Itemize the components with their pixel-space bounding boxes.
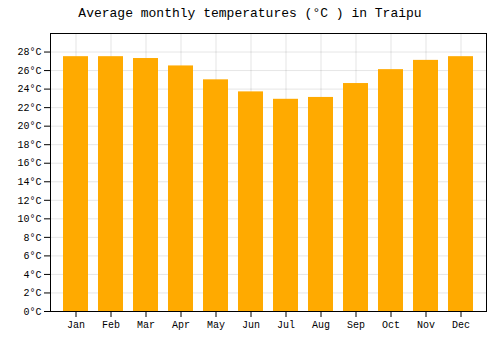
svg-text:Jul: Jul [277,320,295,331]
svg-text:26°C: 26°C [17,66,41,77]
svg-text:Nov: Nov [417,320,435,331]
svg-text:0°C: 0°C [23,307,41,318]
svg-text:28°C: 28°C [17,47,41,58]
svg-text:10°C: 10°C [17,214,41,225]
svg-text:Jan: Jan [67,320,85,331]
svg-text:Mar: Mar [137,320,155,331]
html-text:Average monthly temperatures (: Average monthly temperatures (°C ) in Tr… [78,6,422,21]
svg-text:6°C: 6°C [23,251,41,262]
svg-text:16°C: 16°C [17,158,41,169]
svg-text:20°C: 20°C [17,121,41,132]
svg-text:22°C: 22°C [17,103,41,114]
svg-text:12°C: 12°C [17,196,41,207]
svg-text:Feb: Feb [102,320,120,331]
svg-text:Oct: Oct [382,320,400,331]
svg-text:24°C: 24°C [17,84,41,95]
svg-text:Jun: Jun [242,320,260,331]
svg-text:8°C: 8°C [23,233,41,244]
svg-text:Apr: Apr [172,320,190,331]
svg-text:Sep: Sep [347,320,365,331]
svg-text:Dec: Dec [452,320,470,331]
svg-text:18°C: 18°C [17,140,41,151]
svg-text:4°C: 4°C [23,270,41,281]
svg-text:Aug: Aug [312,320,330,331]
svg-text:2°C: 2°C [23,288,41,299]
svg-text:14°C: 14°C [17,177,41,188]
svg-text:May: May [207,320,225,331]
